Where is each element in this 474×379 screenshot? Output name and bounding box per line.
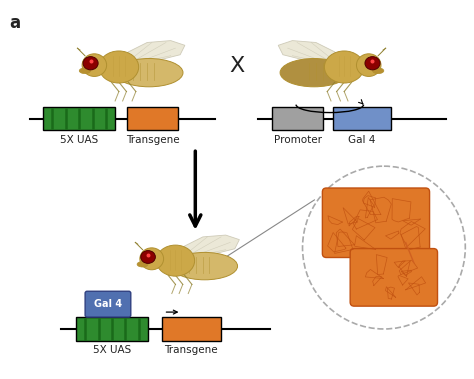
- Bar: [333, 106, 391, 130]
- Ellipse shape: [99, 51, 139, 83]
- Text: Transgene: Transgene: [126, 135, 180, 146]
- Text: X: X: [229, 56, 245, 76]
- Bar: [44, 106, 115, 130]
- Ellipse shape: [137, 262, 148, 267]
- Text: Gal 4: Gal 4: [94, 299, 122, 309]
- Circle shape: [302, 166, 465, 329]
- Polygon shape: [175, 235, 239, 258]
- Bar: [272, 106, 323, 130]
- Text: Transgene: Transgene: [164, 345, 218, 355]
- Text: 5X UAS: 5X UAS: [60, 135, 98, 146]
- Ellipse shape: [172, 252, 237, 280]
- Bar: [162, 317, 221, 341]
- Ellipse shape: [79, 68, 91, 74]
- Ellipse shape: [373, 68, 384, 74]
- Polygon shape: [119, 41, 185, 64]
- FancyBboxPatch shape: [350, 249, 438, 306]
- Bar: [76, 317, 148, 341]
- Text: 5X UAS: 5X UAS: [93, 345, 131, 355]
- FancyBboxPatch shape: [322, 188, 429, 257]
- FancyBboxPatch shape: [85, 291, 131, 317]
- Ellipse shape: [140, 248, 164, 270]
- Text: Promoter: Promoter: [273, 135, 321, 146]
- Bar: [127, 106, 178, 130]
- Ellipse shape: [141, 251, 155, 263]
- Polygon shape: [278, 41, 344, 64]
- Ellipse shape: [324, 51, 364, 83]
- Ellipse shape: [82, 54, 107, 77]
- Ellipse shape: [156, 245, 195, 276]
- Text: a: a: [9, 14, 21, 32]
- Ellipse shape: [83, 56, 98, 70]
- Text: Gal 4: Gal 4: [348, 135, 376, 146]
- Ellipse shape: [356, 54, 381, 77]
- Ellipse shape: [280, 58, 348, 87]
- Ellipse shape: [365, 56, 380, 70]
- Ellipse shape: [115, 58, 183, 87]
